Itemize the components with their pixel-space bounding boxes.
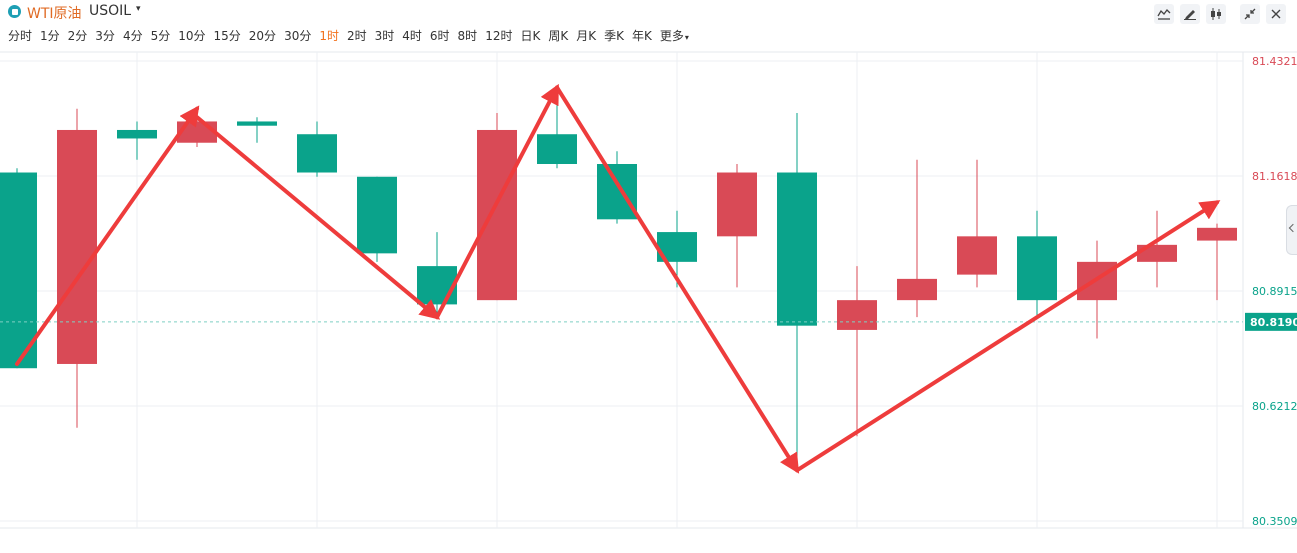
candle-body [1197,227,1237,241]
symbol-code[interactable]: USOIL [89,3,132,19]
candle-body [957,236,997,275]
trend-arrow [795,200,1221,473]
symbol-icon [8,5,21,18]
candle-body [57,129,97,364]
period-tabs: 分时 1分 2分 3分 4分 5分 10分 15分 20分 30分 1时 2时 3时 4时 6时 8时 12时日… [0,27,689,47]
current-price-tag [1245,312,1297,331]
y-tick-label: 80.8915 [1252,285,1297,298]
period-tab[interactable]: 4时 [402,29,422,43]
chart-header: WTI原油 USOIL ▾ [0,0,1297,24]
period-tab[interactable]: 月K [576,29,597,43]
period-tab[interactable]: 4分 [122,29,143,43]
period-tab[interactable]: 6时 [429,29,450,43]
trend-arrow [555,85,800,474]
candle-body [477,129,517,301]
period-tab[interactable]: 季K [604,29,624,43]
symbol-name[interactable]: WTI原油 [27,6,82,22]
period-tab[interactable]: 5分 [150,29,171,43]
y-tick-label: 80.6212 [1252,400,1297,413]
y-tick-label: 81.4321 [1252,55,1297,68]
candle-body [0,172,37,369]
period-tab[interactable]: 1分 [40,29,60,43]
candle-body [717,172,757,237]
period-tab[interactable]: 2分 [67,29,88,43]
current-price-label: 80.8190 [1250,316,1297,329]
candle-body [597,164,637,220]
trend-arrow [195,115,441,320]
period-tab[interactable]: 15分 [213,29,241,43]
period-tab[interactable]: 1时 [319,29,339,43]
collapse-icon[interactable] [1240,4,1260,24]
candle-body [837,300,877,330]
period-tab[interactable]: 日K [520,29,541,43]
period-tab[interactable]: 年K [631,29,652,43]
candle-body [897,278,937,301]
period-tab[interactable]: 30分 [284,29,312,43]
candle-body [117,129,157,139]
y-tick-label: 80.3509 [1252,515,1297,528]
period-tab[interactable]: 3分 [95,29,115,43]
trend-arrow [435,83,559,320]
candle-style-icon[interactable] [1206,4,1226,24]
candle-body [417,266,457,305]
indicator-icon[interactable] [1154,4,1174,24]
candle-body [777,172,817,326]
period-tab[interactable]: 2时 [346,29,367,43]
more-caret-icon: ▾ [684,33,689,42]
period-tab[interactable]: 20分 [248,29,277,43]
period-tab[interactable]: 更多▾ [659,29,689,43]
candle-body [177,121,217,143]
period-tab[interactable]: 10分 [178,29,206,43]
candle-body [297,134,337,173]
period-tab[interactable]: 3时 [374,29,395,43]
period-tab[interactable]: 周K [548,29,569,43]
candle-body [237,121,277,126]
close-icon[interactable] [1266,4,1286,24]
candle-body [357,176,397,254]
candle-body [1017,236,1057,301]
draw-icon[interactable] [1180,4,1200,24]
chart-toolbar [1148,4,1286,24]
candle-body [537,134,577,165]
period-tab[interactable]: 12时 [485,29,513,43]
period-tab[interactable]: 分时 [8,29,33,43]
collapse-panel-handle[interactable] [1286,205,1297,255]
trend-arrow [15,105,200,366]
period-tab[interactable]: 8时 [457,29,478,43]
symbol-dropdown-caret[interactable]: ▾ [136,4,141,14]
y-tick-label: 81.1618 [1252,170,1297,183]
